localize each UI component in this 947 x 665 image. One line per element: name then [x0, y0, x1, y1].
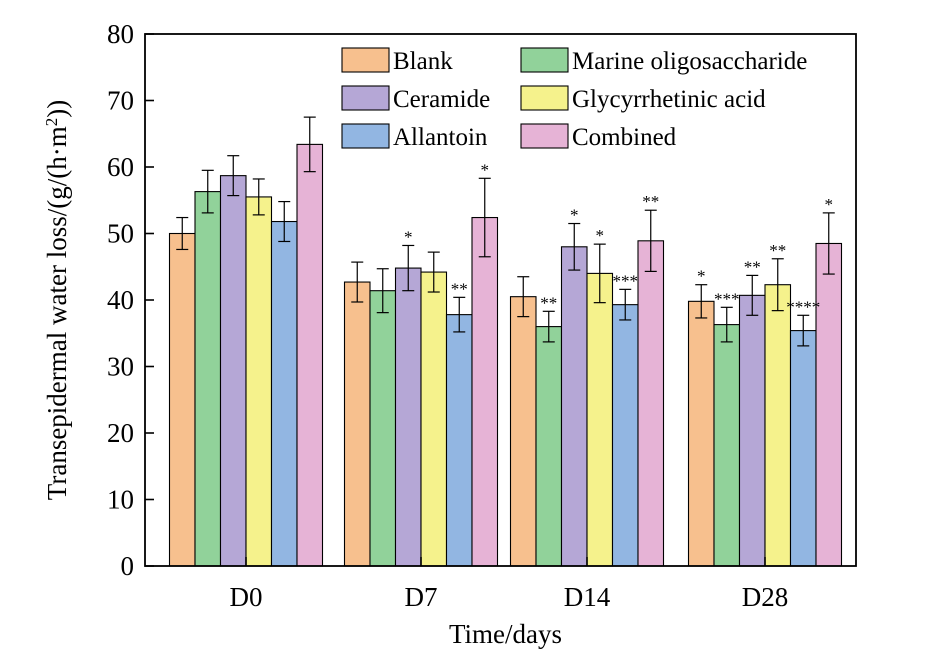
- significance-label: *: [404, 227, 413, 246]
- legend-label: Combined: [572, 124, 677, 151]
- bar-D14-1: [535, 326, 563, 567]
- y-axis-ticks: 0 10 20 30 40 50 60 70 80: [107, 19, 154, 581]
- y-axis-title-main: Transepidermal water loss/(g/(h·m: [42, 126, 72, 500]
- x-tick-label: D14: [564, 582, 611, 612]
- y-tick-label: 10: [107, 485, 134, 515]
- legend-label: Blank: [393, 48, 453, 75]
- y-tick-label: 70: [107, 86, 134, 116]
- significance-label: *: [481, 160, 490, 179]
- bar-D28-4: [789, 330, 817, 567]
- legend-swatch: [520, 47, 569, 73]
- bar-D7-2: [394, 267, 422, 567]
- significance-label: **: [744, 257, 761, 276]
- y-tick-label: 50: [107, 219, 134, 249]
- significance-label: **: [451, 279, 468, 298]
- bar-D28-5: [815, 242, 843, 567]
- x-tick-label: D0: [230, 582, 263, 612]
- x-axis-ticks: D0 D7 D14 D28: [230, 557, 789, 612]
- y-axis-title-superscript: 2: [42, 118, 61, 127]
- legend-swatch: [341, 85, 390, 111]
- bar-D14-2: [560, 246, 588, 567]
- bar-D7-0: [343, 281, 371, 567]
- legend: Blank Marine oligosaccharide Ceramide Glycy…: [341, 47, 807, 151]
- bar-D7-1: [369, 290, 397, 567]
- legend-swatch: [520, 123, 569, 149]
- legend-swatch: [341, 47, 390, 73]
- bar-D0-2: [219, 175, 247, 567]
- bar-D14-3: [586, 272, 614, 567]
- significance-label: *: [570, 206, 579, 225]
- y-tick-label: 20: [107, 418, 134, 448]
- significance-label: ***: [714, 289, 740, 308]
- bar-D0-5: [296, 143, 324, 567]
- bar-D0-3: [245, 196, 273, 567]
- x-axis-title: Time/days: [449, 619, 562, 649]
- bar-D0-4: [270, 220, 298, 567]
- y-tick-label: 80: [107, 19, 134, 49]
- bar-D28-0: [687, 300, 715, 567]
- y-tick-label: 30: [107, 352, 134, 382]
- bars-layer: [168, 143, 843, 567]
- y-tick-label: 0: [121, 551, 135, 581]
- bar-D14-0: [509, 296, 537, 567]
- x-tick-label: D28: [742, 582, 789, 612]
- significance-label: **: [642, 192, 659, 211]
- significance-label: *: [697, 267, 706, 286]
- legend-swatch: [520, 85, 569, 111]
- y-tick-label: 60: [107, 152, 134, 182]
- bar-D7-5: [471, 216, 499, 567]
- significance-label: *: [596, 226, 605, 245]
- legend-label: Allantoin: [393, 124, 488, 151]
- significance-label: ****: [786, 297, 820, 316]
- bar-D28-3: [764, 284, 792, 567]
- y-tick-label: 40: [107, 285, 134, 315]
- x-tick-label: D7: [405, 582, 438, 612]
- y-axis-title-end: )): [42, 100, 72, 118]
- significance-label: *: [825, 195, 834, 214]
- significance-label: ***: [613, 271, 639, 290]
- bar-D28-1: [713, 324, 741, 567]
- significance-label: **: [769, 241, 786, 260]
- bar-D0-1: [194, 191, 222, 567]
- significance-labels-layer: **************************: [404, 160, 833, 316]
- legend-label: Ceramide: [393, 86, 490, 113]
- bar-D0-0: [168, 232, 196, 567]
- bar-D28-2: [738, 294, 766, 567]
- bar-D7-4: [445, 314, 473, 567]
- significance-label: **: [540, 293, 557, 312]
- y-axis-title: Transepidermal water loss/(g/(h·m2)): [42, 100, 73, 500]
- legend-swatch: [341, 123, 390, 149]
- error-bars-layer: [176, 116, 835, 347]
- bar-D14-5: [637, 240, 665, 567]
- bar-D14-4: [611, 304, 639, 567]
- legend-label: Marine oligosaccharide: [572, 48, 807, 75]
- legend-label: Glycyrrhetinic acid: [572, 86, 766, 113]
- bar-D7-3: [420, 271, 448, 567]
